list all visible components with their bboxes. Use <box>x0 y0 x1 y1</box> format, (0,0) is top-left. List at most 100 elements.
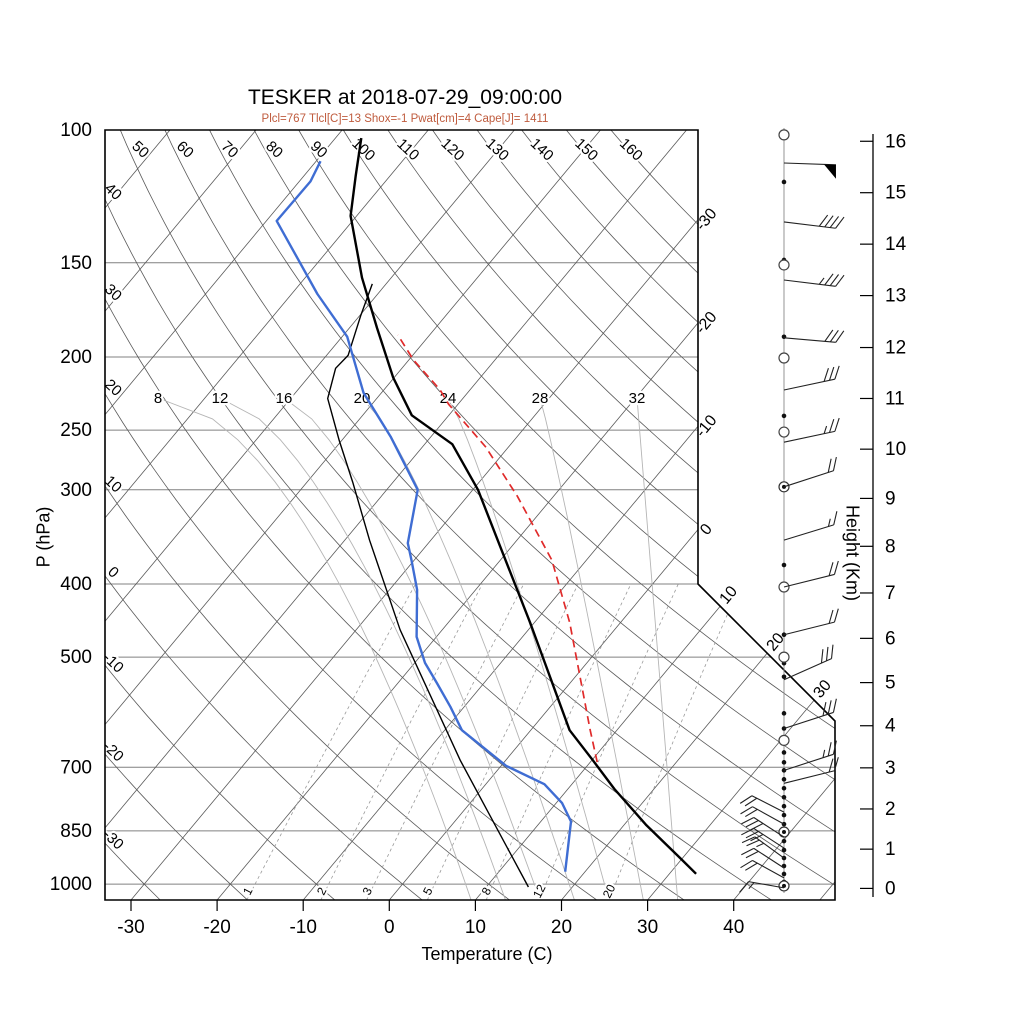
wind-level-dot <box>781 760 787 765</box>
height-tick-label: 5 <box>885 673 896 694</box>
moist-adiabat-line <box>157 397 472 900</box>
moist-adiabat-line <box>539 397 644 900</box>
wind-level-dot <box>781 711 787 716</box>
wind-barb <box>783 560 839 588</box>
wind-level-dot <box>781 812 787 818</box>
pressure-tick-label: 400 <box>60 574 92 595</box>
wind-level-circle <box>778 651 790 663</box>
wind-level-circle <box>778 734 790 746</box>
mixing-ratio-line <box>366 583 525 900</box>
pressure-tick-label: 700 <box>60 757 92 778</box>
dry-adiabat-top-label: 80 <box>262 138 286 162</box>
dewpoint-curve <box>275 160 573 872</box>
pressure-tick-label: 300 <box>60 480 92 501</box>
wind-barb <box>783 608 839 636</box>
dry-adiabat-line <box>105 130 248 900</box>
dry-adiabat-line <box>209 130 835 900</box>
aux-profile-curve <box>326 283 530 888</box>
dry-adiabat-line <box>476 130 835 900</box>
wind-level-dot <box>781 562 787 568</box>
wind-barb <box>783 417 840 443</box>
dry-adiabat-line <box>164 130 835 900</box>
dry-adiabat-line <box>298 130 835 900</box>
dry-adiabat-line <box>105 130 598 900</box>
wind-level-dot <box>781 674 787 680</box>
height-tick-label: 13 <box>885 286 906 307</box>
dry-adiabat-line <box>105 130 423 900</box>
pressure-tick-label: 1000 <box>50 874 92 895</box>
chart-title: TESKER at 2018-07-29_09:00:00 <box>247 86 563 109</box>
temperature-tick-label: -10 <box>289 917 316 938</box>
wind-level-circle <box>778 352 790 364</box>
pressure-tick-label: 100 <box>60 120 92 141</box>
chart-subtitle-parameters: Plcl=767 Tlcl[C]=13 Shox=-1 Pwat[cm]=4 C… <box>261 113 549 125</box>
temperature-tick-label: -30 <box>117 917 144 938</box>
wind-barb-column <box>739 128 845 893</box>
wind-level-dot <box>781 179 787 185</box>
mixing-ratio-line <box>320 583 483 900</box>
dry-adiabat-line <box>610 130 835 900</box>
grid-labels-layer: 50 60 70 80 90 100 110 120 130 140 150 160403020100… <box>97 133 837 903</box>
dry-adiabat-line <box>105 130 772 900</box>
wind-level-circle <box>778 426 790 438</box>
height-tick-label: 2 <box>885 799 896 820</box>
isotherm-edge-label: -20 <box>693 309 721 338</box>
isotherm-line <box>130 130 773 900</box>
dry-adiabat-top-label: 130 <box>482 135 512 165</box>
moist-adiabat-label: 12 <box>212 390 229 407</box>
dry-adiabat-left-label: -30 <box>99 826 126 853</box>
plot-frame <box>104 129 836 901</box>
dry-adiabat-line <box>105 130 685 900</box>
height-tick-label: 10 <box>885 439 906 460</box>
wind-barb <box>740 806 785 825</box>
wind-barb <box>741 827 785 849</box>
wind-barb <box>740 859 785 879</box>
dry-adiabat-line <box>565 130 835 900</box>
pressure-tick-label: 500 <box>60 647 92 668</box>
moist-adiabat-line <box>447 397 610 900</box>
wind-barb <box>741 836 785 859</box>
isotherm-line <box>105 130 515 900</box>
wind-level-dot <box>781 413 787 419</box>
dry-adiabat-top-label: 110 <box>393 135 422 164</box>
dry-adiabat-line <box>387 130 835 900</box>
height-tick-label: 0 <box>885 878 896 899</box>
pressure-tick-label: 200 <box>60 347 92 368</box>
height-tick-label: 12 <box>885 338 906 359</box>
wind-level-circle <box>778 259 790 271</box>
wind-level-dot <box>781 871 787 877</box>
height-tick-label: 14 <box>885 234 907 255</box>
wind-barb <box>783 162 836 179</box>
dry-adiabat-top-label: 100 <box>348 135 378 165</box>
grid-layer <box>105 130 835 900</box>
height-tick-label: 7 <box>885 583 896 604</box>
temperature-curve <box>349 137 697 875</box>
height-tick-label: 8 <box>885 536 896 557</box>
isotherm-line <box>561 130 835 900</box>
mixing-ratio-line <box>485 583 632 900</box>
isotherm-line <box>647 130 835 900</box>
pressure-tick-label: 850 <box>60 821 92 842</box>
temperature-tick-label: 40 <box>723 917 744 938</box>
isotherm-line <box>105 130 257 900</box>
height-tick-label: 6 <box>885 628 896 649</box>
moist-adiabat-label: 32 <box>629 390 646 407</box>
wind-level-dot <box>781 803 787 809</box>
mixing-ratio-line <box>426 583 579 900</box>
wind-level-circle <box>778 129 790 141</box>
dry-adiabat-line <box>521 130 835 900</box>
wind-barb <box>783 511 838 541</box>
moist-adiabat-label: 28 <box>532 390 549 407</box>
wind-barb <box>739 881 785 893</box>
isotherm-edge-label: 0 <box>697 521 716 539</box>
moist-adiabat-label: 8 <box>154 390 162 407</box>
dry-adiabat-left-label: -20 <box>99 738 126 765</box>
dry-adiabat-line <box>105 130 510 900</box>
dry-adiabat-top-label: 90 <box>307 138 331 162</box>
dry-adiabat-line <box>119 130 835 900</box>
height-tick-label: 11 <box>885 388 905 409</box>
dry-adiabat-line <box>342 130 835 900</box>
dry-adiabat-line <box>105 130 336 900</box>
height-tick-label: 1 <box>885 839 896 860</box>
